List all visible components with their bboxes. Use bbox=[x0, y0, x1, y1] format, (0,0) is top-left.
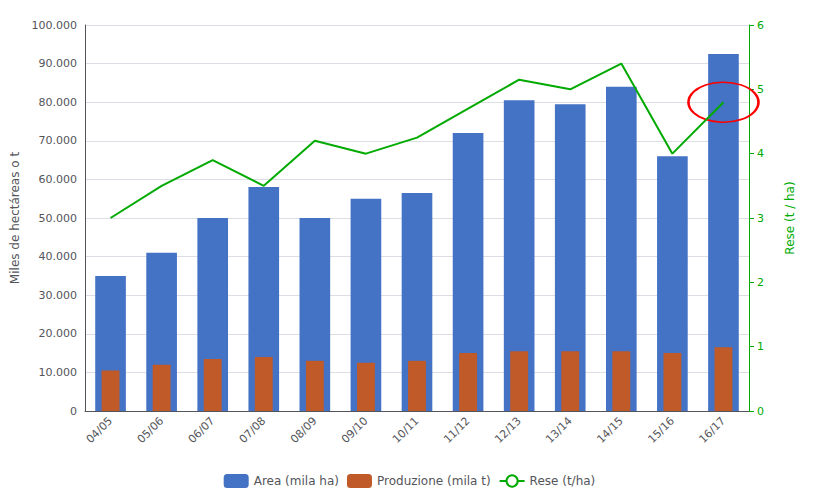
svg-text:70.000: 70.000 bbox=[39, 134, 78, 147]
svg-text:08/09: 08/09 bbox=[288, 414, 320, 446]
svg-text:0: 0 bbox=[70, 405, 77, 418]
svg-text:04/05: 04/05 bbox=[84, 414, 116, 446]
svg-text:100.000: 100.000 bbox=[32, 19, 78, 32]
svg-text:5: 5 bbox=[757, 83, 764, 96]
svg-text:09/10: 09/10 bbox=[339, 414, 371, 446]
svg-text:Produzione (mila t): Produzione (mila t) bbox=[377, 474, 491, 488]
svg-text:2: 2 bbox=[757, 276, 764, 289]
svg-text:13/14: 13/14 bbox=[543, 414, 575, 446]
svg-text:10/11: 10/11 bbox=[390, 414, 422, 446]
svg-text:06/07: 06/07 bbox=[186, 414, 218, 446]
svg-text:40.000: 40.000 bbox=[39, 250, 78, 263]
svg-text:50.000: 50.000 bbox=[39, 212, 78, 225]
svg-text:Rese (t / ha): Rese (t / ha) bbox=[783, 181, 797, 254]
svg-text:Miles de hectáreas o t: Miles de hectáreas o t bbox=[8, 152, 22, 285]
svg-text:90.000: 90.000 bbox=[39, 57, 78, 70]
svg-text:16/17: 16/17 bbox=[696, 414, 728, 446]
svg-text:0: 0 bbox=[757, 405, 764, 418]
svg-text:4: 4 bbox=[757, 147, 764, 160]
svg-text:12/13: 12/13 bbox=[492, 414, 524, 446]
svg-text:Rese (t/ha): Rese (t/ha) bbox=[530, 474, 596, 488]
svg-text:14/15: 14/15 bbox=[594, 414, 626, 446]
svg-text:60.000: 60.000 bbox=[39, 173, 78, 186]
svg-text:1: 1 bbox=[757, 340, 764, 353]
svg-text:80.000: 80.000 bbox=[39, 96, 78, 109]
svg-text:11/12: 11/12 bbox=[441, 414, 473, 446]
svg-text:Area (mila ha): Area (mila ha) bbox=[254, 474, 339, 488]
svg-text:15/16: 15/16 bbox=[645, 414, 677, 446]
svg-text:07/08: 07/08 bbox=[237, 414, 269, 446]
svg-text:3: 3 bbox=[757, 212, 764, 225]
svg-text:05/06: 05/06 bbox=[135, 414, 167, 446]
svg-text:30.000: 30.000 bbox=[39, 289, 78, 302]
svg-text:10.000: 10.000 bbox=[39, 366, 78, 379]
svg-text:6: 6 bbox=[757, 19, 764, 32]
svg-text:20.000: 20.000 bbox=[39, 327, 78, 340]
